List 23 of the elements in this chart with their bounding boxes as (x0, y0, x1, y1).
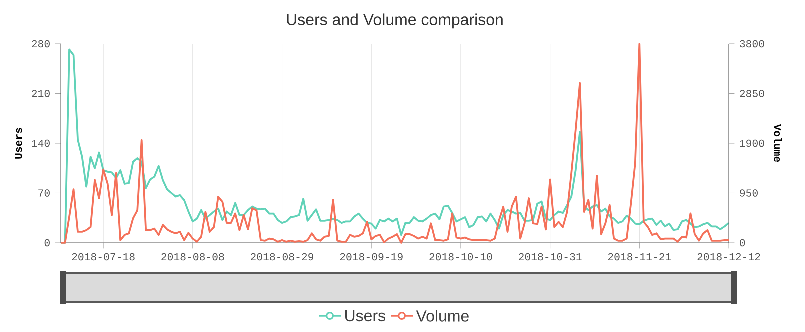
legend-label: Volume (416, 310, 469, 322)
y-tick-label: 210 (32, 90, 50, 98)
chart-title: Users and Volume comparison (287, 14, 503, 29)
legend-label: Users (346, 310, 386, 322)
x-tick-label: 2018-11-21 (608, 253, 672, 261)
x-tick-label: 2018-08-29 (251, 253, 314, 261)
x-tick-label: 2018-10-10 (430, 253, 492, 261)
y-tick-label: 280 (32, 40, 50, 48)
x-tick-label: 2018-10-31 (519, 253, 582, 261)
x-tick-label: 2018-08-08 (162, 253, 224, 261)
y2-tick-label: 1900 (740, 140, 764, 148)
y-tick-label: 70 (38, 190, 50, 197)
y-axis-title: Users (15, 128, 22, 159)
y2-axis-title: Volume (774, 124, 782, 162)
y-tick-label: 0 (44, 239, 50, 247)
y2-tick-label: 950 (740, 190, 758, 197)
x-tick-label: 2018-09-19 (340, 253, 403, 261)
y2-tick-label: 2850 (740, 90, 764, 98)
x-tick-label: 2018-12-12 (698, 253, 760, 261)
y2-tick-label: 0 (740, 239, 746, 247)
x-tick-label: 2018-07-18 (72, 253, 135, 261)
y2-tick-label: 3800 (740, 40, 764, 48)
y-tick-label: 140 (32, 140, 50, 148)
